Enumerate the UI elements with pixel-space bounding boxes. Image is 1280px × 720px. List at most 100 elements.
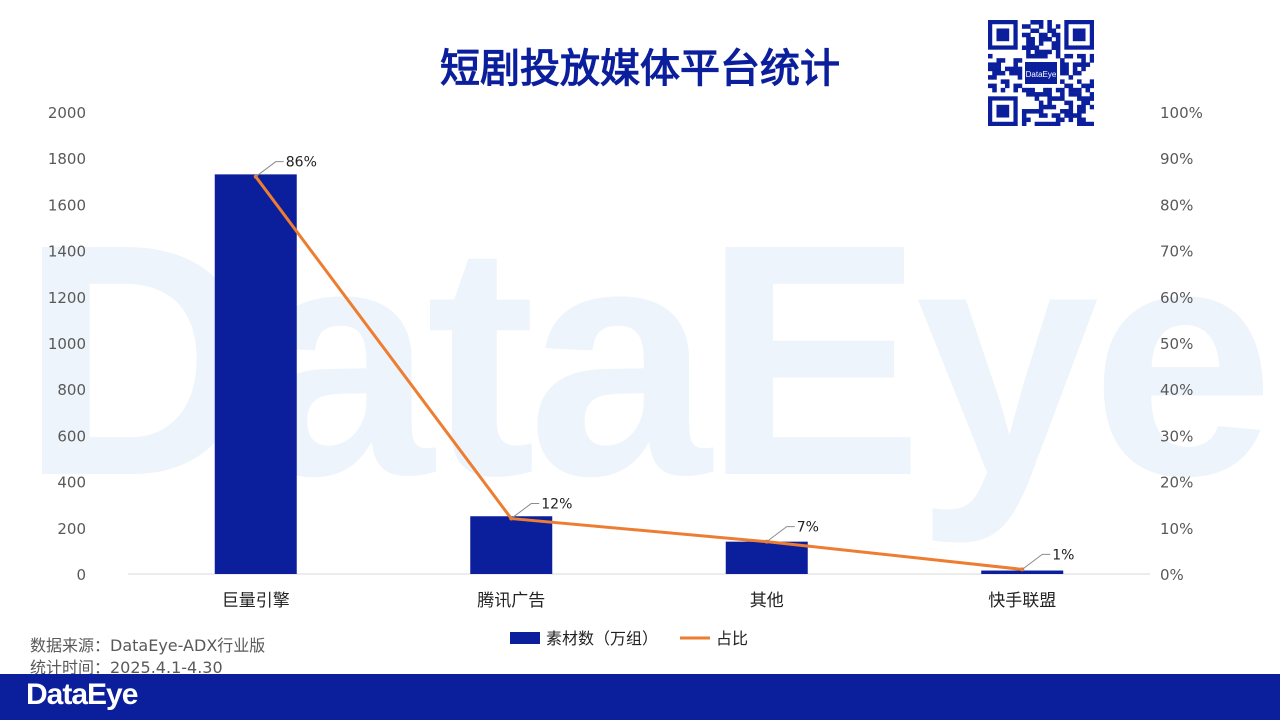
qr-module — [1047, 24, 1052, 29]
qr-module — [1030, 92, 1035, 97]
qr-module — [1021, 45, 1027, 50]
qr-module — [1068, 117, 1074, 123]
qr-module — [1077, 79, 1082, 84]
qr-module — [1043, 36, 1048, 42]
qr-code: DataEye — [988, 20, 1094, 126]
qr-module — [1077, 121, 1082, 126]
qr-module — [1030, 36, 1035, 42]
qr-module — [1034, 121, 1040, 126]
qr-module — [1038, 109, 1044, 114]
qr-module — [988, 62, 993, 67]
qr-module — [1068, 100, 1074, 106]
qr-module — [1043, 49, 1048, 55]
data-label-leader — [766, 526, 795, 543]
qr-module — [1077, 96, 1082, 101]
qr-module — [1089, 92, 1094, 97]
qr-module — [1089, 53, 1094, 59]
stat-period-label: 统计时间：2025.4.1-4.30 — [30, 658, 223, 677]
qr-module — [988, 83, 993, 89]
data-label-leader — [1021, 553, 1051, 570]
qr-module — [1043, 92, 1048, 97]
qr-module — [1051, 96, 1057, 101]
qr-module — [1021, 113, 1027, 118]
qr-module — [1026, 49, 1031, 55]
qr-module — [1081, 53, 1086, 59]
y-right-tick-label: 10% — [1160, 520, 1193, 538]
qr-module — [1089, 58, 1094, 63]
y-right-tick-label: 30% — [1160, 427, 1193, 445]
qr-module — [1068, 109, 1074, 114]
qr-module — [1004, 83, 1010, 89]
qr-module — [1030, 41, 1035, 46]
qr-module — [1017, 75, 1023, 80]
qr-center-badge-text: DataEye — [1026, 70, 1057, 79]
qr-module — [1085, 121, 1091, 126]
qr-module — [992, 66, 997, 72]
qr-module — [1064, 83, 1069, 89]
qr-module — [1013, 62, 1018, 67]
qr-module — [1068, 92, 1074, 97]
qr-module — [1060, 58, 1065, 63]
qr-module — [1047, 92, 1052, 97]
qr-module — [1047, 49, 1052, 55]
x-tick-label: 快手联盟 — [988, 591, 1056, 611]
qr-module — [1047, 20, 1052, 25]
x-tick-label: 腾讯广告 — [477, 591, 545, 611]
qr-module — [1000, 70, 1006, 76]
qr-module — [1072, 87, 1078, 93]
y-left-tick-label: 1200 — [48, 289, 86, 307]
qr-module — [1064, 66, 1069, 72]
qr-module — [1072, 113, 1078, 118]
qr-module — [1000, 87, 1006, 93]
qr-module — [1089, 79, 1094, 84]
qr-module — [1072, 92, 1078, 97]
qr-module — [1068, 53, 1074, 59]
qr-module — [1026, 32, 1031, 38]
qr-module — [1013, 58, 1018, 63]
qr-module — [1072, 66, 1078, 72]
qr-module — [1021, 109, 1027, 114]
y-right-tick-label: 50% — [1160, 335, 1193, 353]
qr-module — [1034, 49, 1040, 55]
qr-module — [996, 58, 1002, 63]
qr-module — [1038, 121, 1044, 126]
qr-module — [1009, 70, 1014, 76]
qr-module — [1017, 66, 1023, 72]
qr-module — [1047, 121, 1052, 126]
qr-module — [1051, 121, 1057, 126]
qr-module — [1060, 62, 1065, 67]
qr-module — [1051, 32, 1057, 38]
qr-module — [1055, 113, 1061, 118]
qr-module — [1055, 96, 1061, 101]
qr-module — [1038, 49, 1044, 55]
bar — [214, 174, 297, 574]
qr-module — [1055, 24, 1061, 29]
qr-module — [1085, 87, 1091, 93]
qr-module — [1017, 70, 1023, 76]
x-tick-label: 巨量引擎 — [222, 591, 290, 611]
qr-module — [1017, 83, 1023, 89]
y-left-tick-label: 600 — [57, 427, 86, 445]
qr-module — [1089, 104, 1094, 110]
qr-module — [1021, 121, 1027, 126]
qr-module — [1060, 92, 1065, 97]
legend-label-line: 占比 — [716, 629, 748, 648]
qr-module — [1081, 66, 1086, 72]
qr-module — [1004, 66, 1010, 72]
y-left-tick-label: 200 — [57, 520, 86, 538]
qr-module — [1060, 117, 1065, 123]
qr-module — [1038, 41, 1044, 46]
qr-module — [1081, 117, 1086, 123]
qr-module — [1068, 75, 1074, 80]
qr-module — [1051, 45, 1057, 50]
qr-module — [1081, 58, 1086, 63]
qr-module — [1047, 104, 1052, 110]
bar — [725, 541, 808, 574]
qr-module — [988, 66, 993, 72]
line-series — [254, 175, 1023, 571]
y-right-tick-label: 20% — [1160, 474, 1193, 492]
qr-module — [1030, 28, 1035, 34]
qr-module — [1021, 117, 1027, 123]
qr-module — [1064, 100, 1069, 106]
